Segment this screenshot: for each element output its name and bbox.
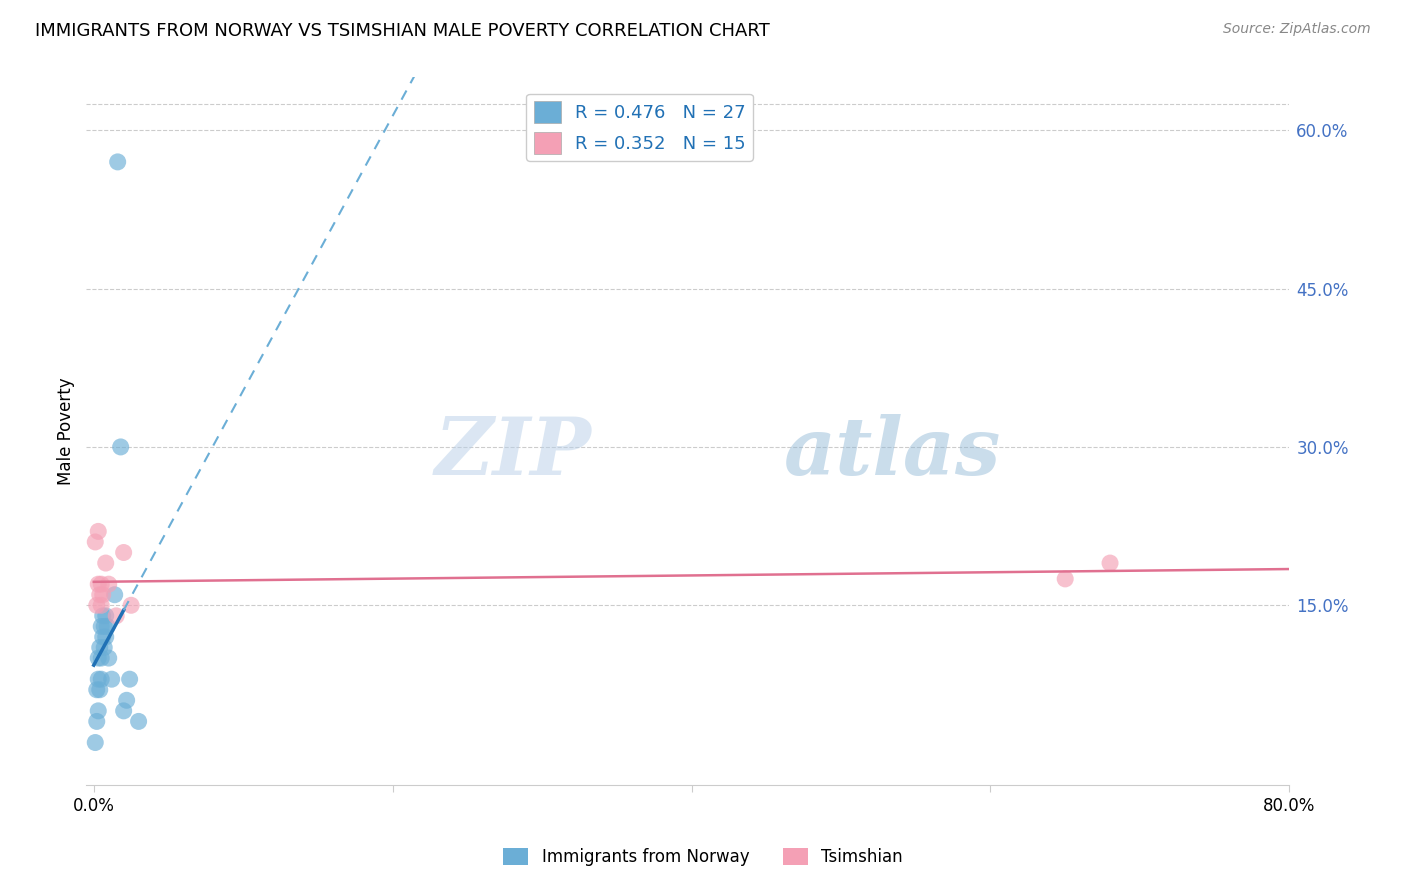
Point [89, 640, 111, 655]
Legend: Immigrants from Norway, Tsimshian: Immigrants from Norway, Tsimshian [496, 841, 910, 873]
Text: Source: ZipAtlas.com: Source: ZipAtlas.com [1223, 22, 1371, 37]
Y-axis label: Male Poverty: Male Poverty [58, 377, 75, 485]
Point [90, 599, 112, 613]
Point [94, 556, 117, 570]
Point [112, 704, 135, 718]
Point [94, 630, 117, 644]
Point [107, 154, 129, 169]
Point [90, 651, 112, 665]
Point [87, 577, 110, 591]
Point [89, 682, 111, 697]
Point [91, 588, 114, 602]
Point [90, 672, 112, 686]
Point [96, 619, 118, 633]
Point [115, 693, 138, 707]
Point [97, 651, 120, 665]
Point [1098, 556, 1121, 570]
Point [90, 577, 112, 591]
Text: atlas: atlas [785, 414, 1001, 491]
Text: IMMIGRANTS FROM NORWAY VS TSIMSHIAN MALE POVERTY CORRELATION CHART: IMMIGRANTS FROM NORWAY VS TSIMSHIAN MALE… [35, 22, 770, 40]
Text: ZIP: ZIP [434, 414, 592, 491]
Point [89, 588, 111, 602]
Point [87, 704, 110, 718]
Point [91, 630, 114, 644]
Point [93, 640, 115, 655]
Point [1054, 572, 1077, 586]
Point [90, 619, 112, 633]
Point [105, 608, 128, 623]
Legend: R = 0.476   N = 27, R = 0.352   N = 15: R = 0.476 N = 27, R = 0.352 N = 15 [526, 94, 754, 161]
Point [104, 588, 127, 602]
Point [84, 535, 107, 549]
Point [87, 524, 110, 539]
Point [91, 608, 114, 623]
Point [110, 440, 132, 454]
Point [93, 619, 115, 633]
Point [120, 599, 142, 613]
Point [112, 545, 135, 559]
Point [87, 672, 110, 686]
Point [94, 608, 117, 623]
Point [86, 599, 108, 613]
Point [118, 672, 141, 686]
Point [86, 714, 108, 729]
Point [128, 714, 150, 729]
Point [86, 682, 108, 697]
Point [100, 672, 122, 686]
Point [97, 577, 120, 591]
Point [84, 735, 107, 749]
Point [87, 651, 110, 665]
